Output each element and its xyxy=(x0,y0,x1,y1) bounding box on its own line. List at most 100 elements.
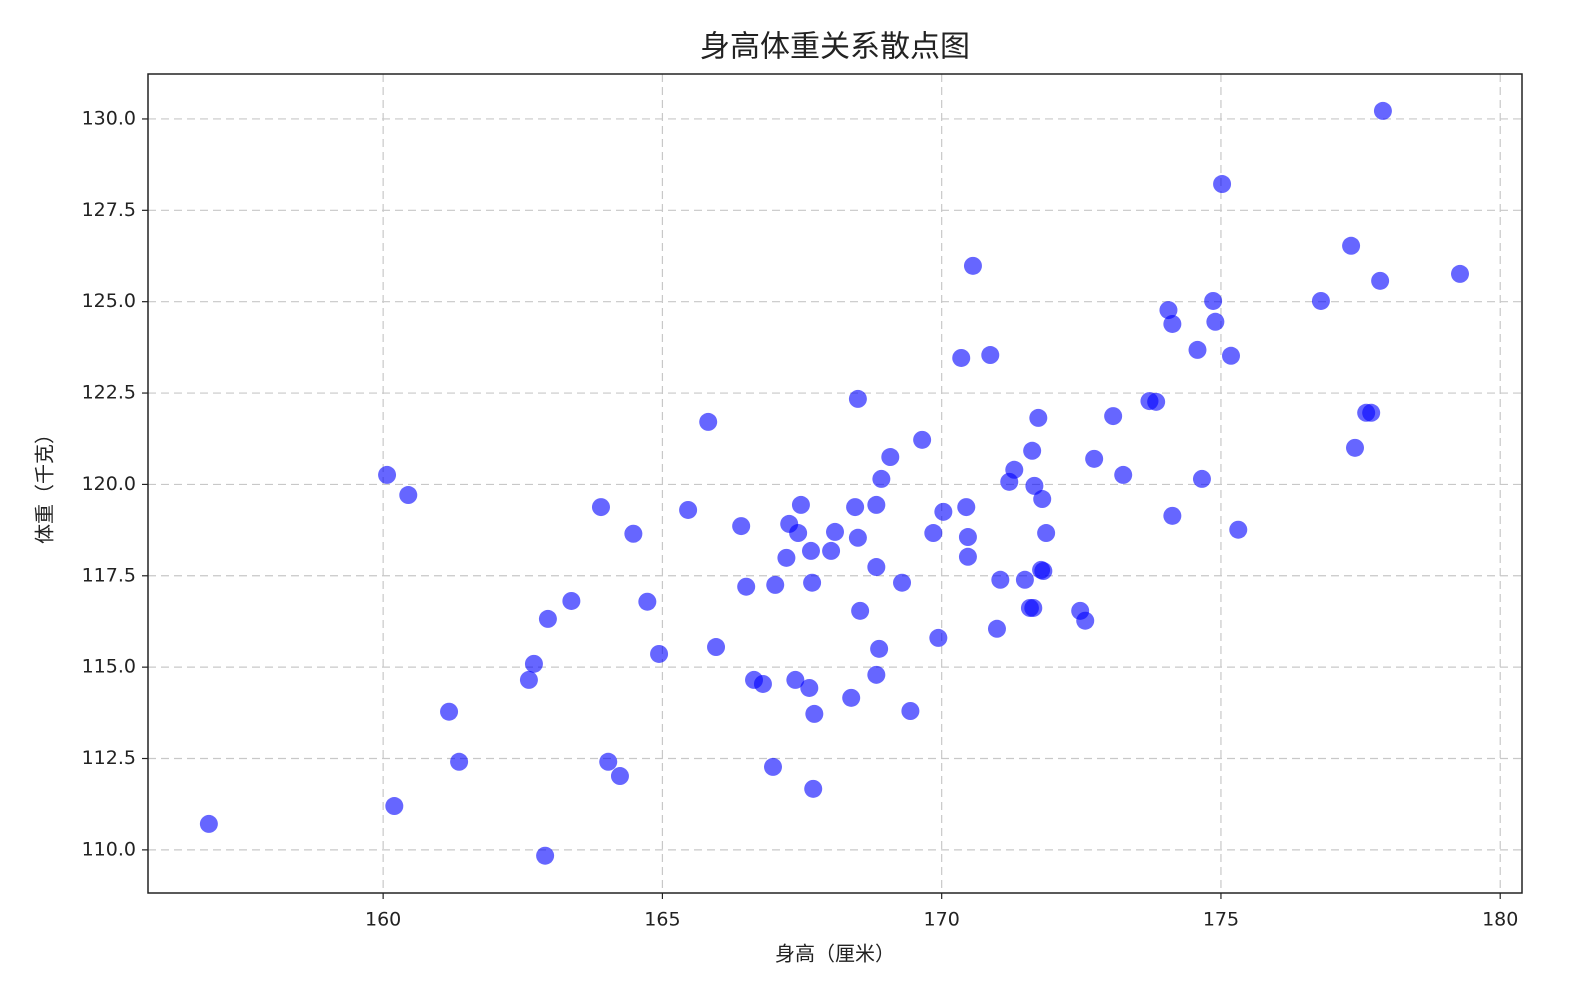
point xyxy=(624,524,643,543)
plot-frame xyxy=(147,73,1523,894)
point xyxy=(650,644,669,663)
point xyxy=(1342,236,1361,255)
point xyxy=(638,592,657,611)
y-tick-label: 115.0 xyxy=(82,656,136,678)
point xyxy=(1163,314,1182,333)
y-tick-label: 110.0 xyxy=(82,838,136,860)
point xyxy=(450,752,469,771)
point xyxy=(789,524,808,543)
point xyxy=(929,628,948,647)
point xyxy=(1104,407,1123,426)
point xyxy=(610,767,629,786)
point xyxy=(1076,611,1095,630)
y-tick-label: 125.0 xyxy=(82,290,136,312)
point xyxy=(1371,271,1390,290)
point xyxy=(872,469,891,488)
point xyxy=(1029,408,1048,427)
point xyxy=(822,541,841,560)
point xyxy=(766,575,785,594)
point xyxy=(679,500,698,519)
y-tick-label: 112.5 xyxy=(82,747,136,769)
point xyxy=(957,498,976,517)
point xyxy=(1222,346,1241,365)
point xyxy=(707,638,726,657)
y-tick-label: 120.0 xyxy=(82,473,136,495)
point xyxy=(826,522,844,541)
point xyxy=(737,577,756,596)
point xyxy=(851,601,870,620)
point xyxy=(901,702,920,720)
point xyxy=(1114,465,1133,484)
x-axis-label: 身高（厘米） xyxy=(775,942,895,966)
point xyxy=(777,548,796,567)
point xyxy=(791,495,810,514)
point xyxy=(991,570,1010,589)
y-tick-label: 117.5 xyxy=(82,564,136,586)
y-tick-label: 130.0 xyxy=(82,107,136,129)
point xyxy=(591,498,610,517)
point xyxy=(867,558,886,577)
point xyxy=(1024,598,1043,617)
point xyxy=(1229,520,1248,539)
point xyxy=(732,517,751,536)
point xyxy=(199,814,218,833)
point xyxy=(1204,291,1223,310)
point xyxy=(801,541,820,560)
y-axis-label: 体重（千克） xyxy=(33,424,57,544)
point xyxy=(848,528,867,547)
point xyxy=(804,779,823,798)
point xyxy=(881,448,900,467)
point xyxy=(1147,392,1166,411)
point xyxy=(848,389,867,408)
chart-title: 身高体重关系散点图 xyxy=(700,30,970,65)
point xyxy=(1037,524,1056,543)
point xyxy=(786,670,805,689)
point xyxy=(1015,570,1034,589)
point xyxy=(846,498,865,517)
x-tick-label: 175 xyxy=(1203,909,1239,931)
point xyxy=(1213,175,1232,194)
point xyxy=(378,465,397,484)
point xyxy=(867,665,886,684)
point xyxy=(1345,438,1364,457)
point xyxy=(1034,562,1053,581)
point xyxy=(981,346,1000,365)
x-tick-label: 170 xyxy=(924,909,960,931)
point xyxy=(805,704,824,723)
point xyxy=(538,609,557,628)
point xyxy=(385,797,404,816)
point xyxy=(1033,490,1052,509)
point xyxy=(399,486,418,505)
point xyxy=(440,702,459,721)
point xyxy=(1362,403,1381,422)
point xyxy=(924,524,943,543)
point xyxy=(1451,264,1470,283)
point xyxy=(958,547,977,566)
point xyxy=(1373,101,1392,120)
point xyxy=(1206,312,1225,331)
point xyxy=(536,846,555,865)
x-tick-label: 160 xyxy=(365,909,401,931)
point xyxy=(1311,291,1330,310)
point xyxy=(519,670,538,689)
point xyxy=(913,430,932,449)
point xyxy=(524,654,543,673)
point xyxy=(952,348,971,367)
x-tick-label: 180 xyxy=(1482,909,1518,931)
point xyxy=(1163,506,1182,525)
point xyxy=(867,495,886,514)
point xyxy=(1005,460,1024,479)
point xyxy=(753,674,772,693)
point xyxy=(1085,449,1104,468)
point xyxy=(1023,441,1042,460)
point xyxy=(1159,301,1178,320)
point xyxy=(958,528,977,547)
point xyxy=(800,678,819,697)
point xyxy=(562,591,581,610)
point xyxy=(893,573,912,592)
point xyxy=(987,619,1006,638)
point xyxy=(1188,340,1207,359)
point xyxy=(934,502,953,521)
point xyxy=(842,688,861,707)
